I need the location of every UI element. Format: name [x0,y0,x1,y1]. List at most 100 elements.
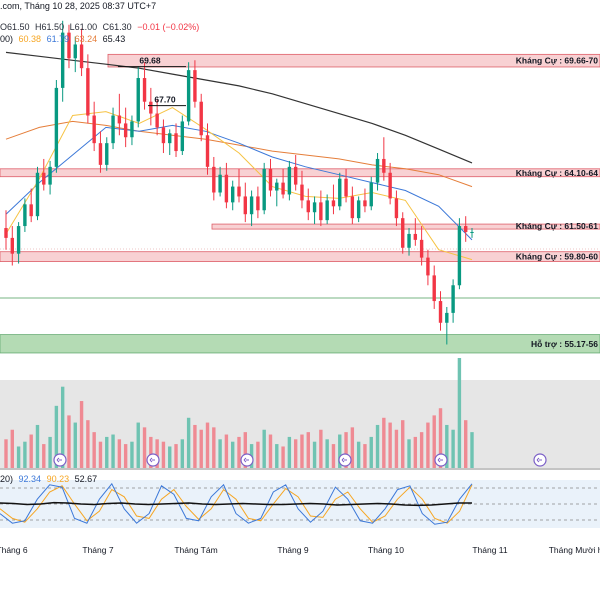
candle-body [344,178,348,197]
candle-body [130,121,134,138]
candle-body [73,44,77,59]
volume-bar [168,446,172,468]
volume-bar [363,444,367,468]
candle-body [155,113,159,128]
ma-long-line [5,51,473,164]
volume-bar [237,436,241,468]
candle-body [231,186,235,203]
zone-band [0,251,600,262]
candle-body [180,121,185,152]
osc-k-value: 92.34 [18,474,42,484]
volume-bar [432,415,436,468]
event-icon-arrow [149,457,155,463]
event-icon[interactable] [146,453,160,467]
candle-body [470,231,474,233]
candle-body [419,239,424,258]
osc-params: 20) [0,474,14,484]
header-source-title: .com, Tháng 10 28, 2025 08:37 UTC+7 [0,1,157,11]
candle-body [382,158,386,173]
candle-body [4,228,8,238]
volume-bar [401,420,405,468]
candle-body [426,257,430,276]
volume-bar [319,429,323,468]
candle-body [243,196,247,215]
event-icons[interactable] [53,453,547,467]
volume-bar [111,434,115,468]
event-icon[interactable] [338,453,352,467]
volume-bar [470,432,474,468]
stoch-k-line [0,482,473,525]
volume-bar [199,429,203,468]
volume-bar [445,424,449,468]
volume-bar [306,432,310,468]
ma-value-1: 60.38 [18,34,42,44]
event-icon-arrow [341,457,347,463]
zone-band [211,223,600,230]
volume-bar [155,439,159,468]
zone-label: Kháng Cự : 59.80-60 [516,252,598,262]
volume-bar [218,439,222,468]
candle-body [338,178,342,207]
volume-bar [205,422,210,468]
event-icon[interactable] [533,453,547,467]
candle-body [350,196,355,219]
candle-body [407,233,411,248]
volume-bar [142,427,147,468]
candle-body [193,70,197,102]
osc-line-value: 52.67 [74,474,98,484]
candle-body [174,133,178,152]
zone-band [0,168,600,178]
candle-body [375,158,380,183]
event-icon-arrow [536,457,542,463]
volume-bar [224,434,229,468]
candle-body [168,133,172,144]
candle-body [401,218,405,248]
volume-bar [174,444,178,468]
volume-bar [293,439,298,468]
volume-bar [86,420,90,468]
candle-body [306,200,310,213]
time-axis-label: Tháng 11 [472,545,508,555]
volume-bar [256,441,260,468]
candle-body [451,285,455,313]
candle-body [105,143,109,165]
candle-body [186,70,191,122]
volume-panel-background [0,380,600,468]
time-axis-label: Tháng 7 [82,545,113,555]
event-icon[interactable] [240,453,254,467]
event-icon[interactable] [53,453,67,467]
candle-body [363,200,367,207]
volume-bar [375,424,380,468]
candle-body [35,172,40,217]
ohlc-close: C61.30 [102,22,132,32]
candle-body [457,226,462,286]
volume-bar [54,405,59,468]
candle-body [287,166,292,195]
event-icon[interactable] [434,453,448,467]
volume-bar [10,429,14,468]
volume-bar [161,441,166,468]
candle-body [262,168,266,211]
volume-bar [98,441,103,468]
oscillator-header: 20) 92.34 90.23 52.67 [0,474,100,484]
volume-bar [438,408,443,468]
candle-body [281,182,285,195]
volume-bar [388,422,392,468]
volume-bar [338,434,342,468]
candle-body [388,172,392,199]
volume-bar [356,441,361,468]
candle-body [79,44,84,69]
volume-bar [67,415,71,468]
candle-body [312,202,317,213]
time-axis-label: Tháng 9 [277,545,308,555]
candle-body [161,127,166,144]
price-markers: 69.68 67.70 [118,56,186,107]
price-marker-label: 69.68 [139,56,161,66]
volume-bar [331,444,336,468]
volume-bar [426,422,430,468]
ma-params: 00) [0,34,14,44]
time-axis: Tháng 6 Tháng 7 Tháng Tám Tháng 9 Tháng 10 Th… [0,545,600,555]
ohlc-high: H61.50 [35,22,65,32]
volume-bar [325,439,329,468]
moving-averages [5,51,473,261]
